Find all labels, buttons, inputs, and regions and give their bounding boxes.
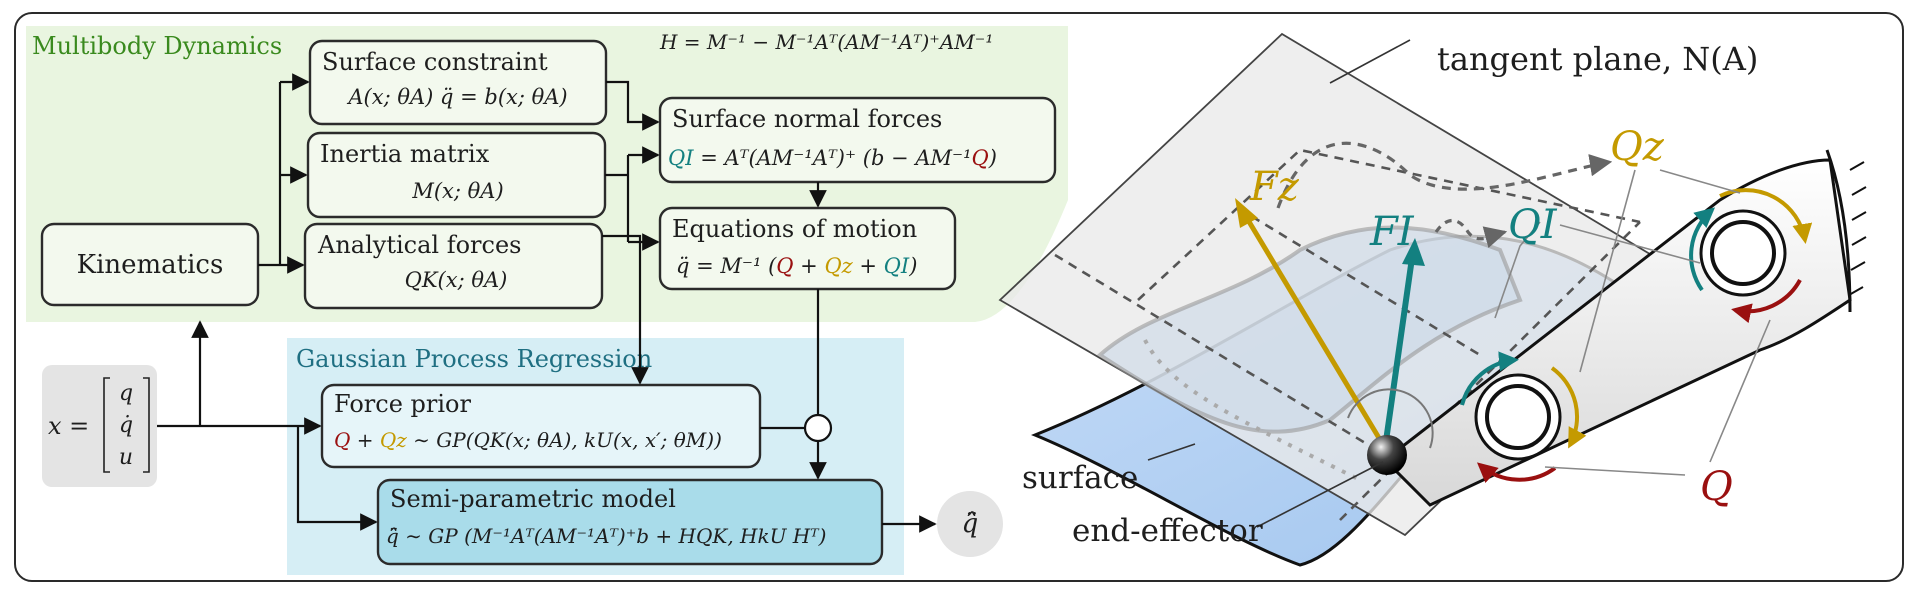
input-vec-q: q [119, 381, 133, 406]
semi-parametric-title: Semi-parametric model [390, 485, 676, 513]
surface-normal-forces-eq: QI = Aᵀ(AM⁻¹Aᵀ)⁺ (b − AM⁻¹Q) [668, 146, 997, 170]
end-effector-label: end-effector [1072, 513, 1263, 549]
input-vec-qdot: q̇ [119, 413, 133, 438]
inertia-matrix-title: Inertia matrix [320, 140, 490, 168]
analytical-forces-eq: QK(x; θA) [405, 268, 508, 292]
q-label: Q [1700, 464, 1733, 510]
joint-lower [1460, 351, 1587, 484]
tangent-plane-label: tangent plane, N(A) [1437, 40, 1758, 78]
connections [157, 73, 937, 533]
surface-label: surface [1022, 460, 1138, 496]
h-equation: H = M⁻¹ − M⁻¹Aᵀ(AM⁻¹Aᵀ)⁺AM⁻¹ [659, 30, 993, 54]
input-vec-u: u [119, 445, 133, 470]
kinematics-label: Kinematics [77, 250, 224, 280]
equations-of-motion-title: Equations of motion [672, 215, 917, 243]
analytical-forces-title: Analytical forces [317, 231, 521, 259]
fz-arrow [1242, 213, 1388, 450]
analytical-forces-block: Analytical forces QK(x; θA) [303, 222, 604, 310]
surface-normal-forces-block: Surface normal forces QI = Aᵀ(AM⁻¹Aᵀ)⁺ (… [658, 96, 1057, 184]
gpr-title: Gaussian Process Regression [296, 345, 652, 373]
surface-constraint-eq: A(x; θA) q̈ = b(x; θA) [346, 85, 567, 109]
fi-arrow [1382, 257, 1415, 449]
force-prior-title: Force prior [334, 390, 471, 418]
qi-label: QI [1508, 202, 1558, 248]
kinematics-block: Kinematics [40, 222, 260, 307]
force-prior-eq: Q + Qz ∼ GP(QK(x; θA), kU(x, x′; θM)) [334, 428, 722, 452]
multibody-title: Multibody Dynamics [32, 32, 282, 60]
force-prior-block: Force prior Q + Qz ∼ GP(QK(x; θA), kU(x,… [320, 383, 762, 469]
end-effector-ball [1367, 435, 1407, 475]
surface-constraint-title: Surface constraint [322, 48, 548, 76]
fi-label: FI [1369, 209, 1415, 255]
equations-of-motion-block: Equations of motion q̈ = M⁻¹ (Q + Qz + Q… [658, 206, 957, 291]
inertia-matrix-block: Inertia matrix M(x; θA) [306, 131, 607, 219]
surface-normal-forces-title: Surface normal forces [672, 105, 942, 133]
inertia-matrix-eq: M(x; θA) [411, 179, 503, 203]
semi-parametric-eq: q̈̂ ∼ GP (M⁻¹Aᵀ(AM⁻¹Aᵀ)⁺b + HQK, HkU Hᵀ) [386, 524, 826, 548]
illustration: tangent plane, N(A) surface end-effector… [998, 32, 1867, 567]
qz-label: Qz [1610, 124, 1665, 170]
equations-of-motion-eq: q̈ = M⁻¹ (Q + Qz + QI) [676, 254, 917, 278]
joint-upper [1689, 188, 1813, 324]
output-eq: q̈̂ [962, 509, 979, 539]
sum-node [803, 413, 833, 443]
input-eq: x = [48, 412, 89, 440]
surface-constraint-block: Surface constraint A(x; θA) q̈ = b(x; θA… [308, 39, 608, 126]
semi-parametric-block: Semi-parametric model q̈̂ ∼ GP (M⁻¹Aᵀ(AM… [376, 478, 884, 566]
fz-label: Fz [1249, 164, 1300, 210]
input-state-block: x = q q̇ u [42, 365, 157, 487]
output-node: q̈̂ [937, 491, 1003, 557]
